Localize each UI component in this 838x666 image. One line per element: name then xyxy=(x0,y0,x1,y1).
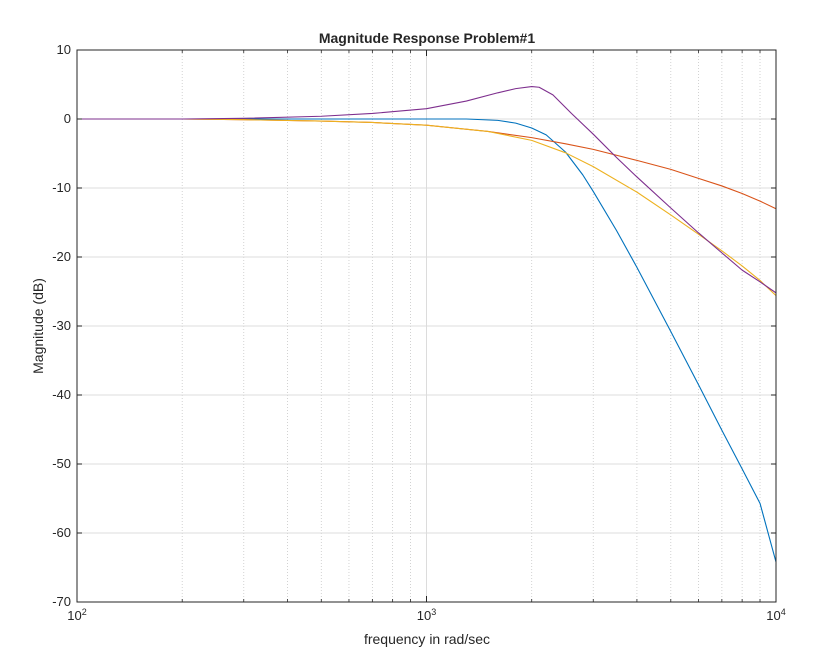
y-tick-label: -20 xyxy=(52,249,71,264)
y-axis-title: Magnitude (dB) xyxy=(30,278,46,374)
x-axis-title: frequency in rad/sec xyxy=(364,631,490,647)
y-tick-label: -30 xyxy=(52,318,71,333)
y-tick-label: -10 xyxy=(52,180,71,195)
x-tick-label: 102 xyxy=(67,607,86,623)
y-tick-label: 10 xyxy=(57,42,71,57)
x-tick-label: 103 xyxy=(417,607,436,623)
grid-layer xyxy=(76,49,777,603)
x-tick-label: 104 xyxy=(766,607,785,623)
chart-title: Magnitude Response Problem#1 xyxy=(319,30,535,46)
series-line-1 xyxy=(77,118,777,563)
series-layer xyxy=(77,86,777,563)
series-line-4 xyxy=(77,86,777,294)
y-tick-label: -70 xyxy=(52,594,71,609)
y-tick-label: 0 xyxy=(64,111,71,126)
y-tick-label: -60 xyxy=(52,525,71,540)
series-line-3 xyxy=(77,118,777,297)
y-tick-label: -40 xyxy=(52,387,71,402)
y-tick-label: -50 xyxy=(52,456,71,471)
